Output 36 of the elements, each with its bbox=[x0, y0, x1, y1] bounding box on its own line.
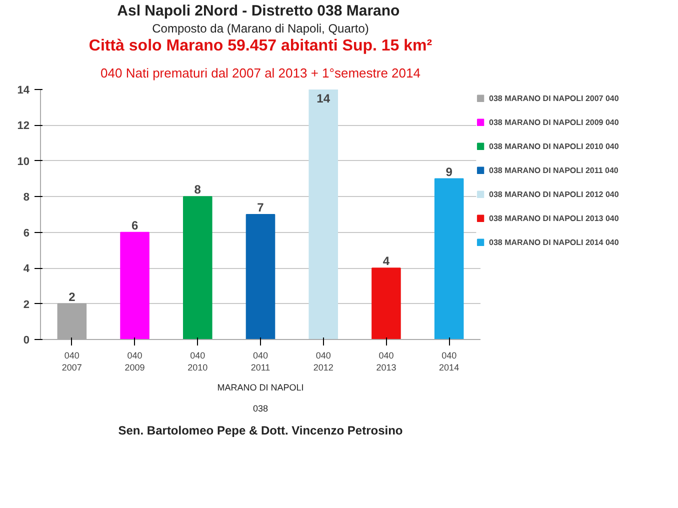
text: 038 bbox=[252, 404, 268, 414]
y-tick-label: 2 bbox=[23, 298, 30, 311]
data-label: 14 bbox=[316, 92, 330, 106]
x-tick-label: 040 2009 bbox=[124, 350, 145, 372]
legend-label: 038 MARANO DI NAPOLI 2013 040 bbox=[489, 213, 619, 223]
y-tick-label: 8 bbox=[23, 192, 30, 204]
data-label: 4 bbox=[382, 254, 390, 268]
data-label: 7 bbox=[257, 200, 264, 214]
y-tick-label: 12 bbox=[17, 120, 30, 132]
text: MARANO DI NAPOLI bbox=[217, 382, 304, 392]
x-tick-label: 040 2010 bbox=[188, 350, 208, 372]
legend-label: 038 MARANO DI NAPOLI 2007 040 bbox=[489, 93, 619, 103]
chart-title: Asl Napoli 2Nord - Distretto 038 Marano bbox=[117, 2, 400, 20]
legend-label: 038 MARANO DI NAPOLI 2009 040 bbox=[489, 117, 619, 127]
legend-label: 038 MARANO DI NAPOLI 2012 040 bbox=[489, 189, 619, 199]
x-tick-label: 040 2013 bbox=[376, 350, 396, 372]
data-label: 6 bbox=[131, 218, 138, 232]
data-label: 8 bbox=[194, 182, 202, 197]
legend-label: 038 MARANO DI NAPOLI 2010 040 bbox=[489, 141, 619, 151]
data-label: 2 bbox=[68, 290, 76, 304]
x-tick-label: 040 2011 bbox=[250, 350, 270, 372]
legend-label: 038 MARANO DI NAPOLI 2011 040 bbox=[489, 165, 618, 175]
y-tick-label: 14 bbox=[17, 84, 30, 96]
text: Sen. Bartolomeo Pepe & Dott. Vincenzo Petrosino bbox=[118, 424, 403, 438]
chart-subtitle: Composto da (Marano di Napoli, Quarto) bbox=[152, 22, 369, 36]
y-tick-label: 6 bbox=[23, 227, 30, 240]
y-tick-label: 10 bbox=[17, 156, 30, 168]
x-tick-label: 040 2014 bbox=[439, 350, 460, 372]
x-tick-label: 040 2012 bbox=[313, 350, 334, 372]
x-tick-label: 040 2007 bbox=[62, 350, 82, 372]
data-label: 9 bbox=[446, 164, 453, 179]
y-tick-label: 0 bbox=[23, 334, 30, 346]
text: Città solo Marano 59.457 abitanti Sup. 15 km² bbox=[88, 38, 432, 54]
legend-label: 038 MARANO DI NAPOLI 2014 040 bbox=[489, 237, 619, 247]
text: 040 Nati prematuri dal 2007 al 2013 + 1°semestre 2014 bbox=[100, 66, 420, 80]
y-tick-label: 4 bbox=[23, 263, 30, 276]
